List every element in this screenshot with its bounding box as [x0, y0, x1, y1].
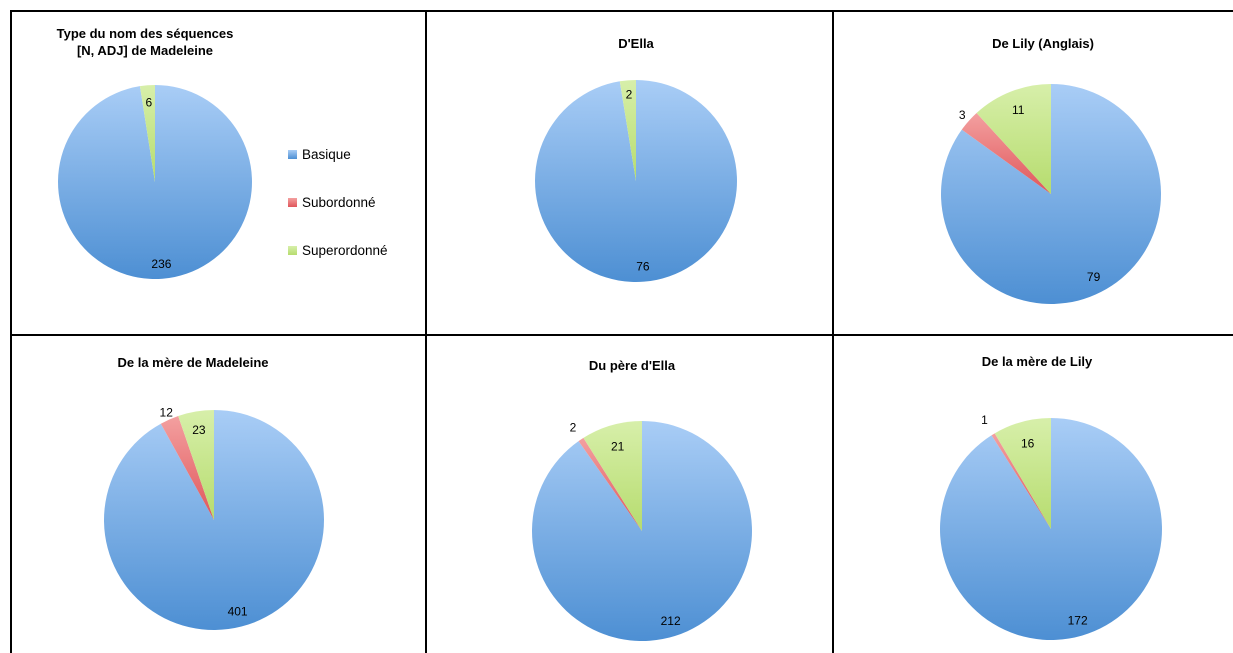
pie-slice-subordonne — [961, 113, 1051, 194]
chart-title: Type du nom des séquences [N, ADJ] de Mad… — [57, 26, 234, 58]
pie-chart-lily: De Lily (Anglais) 79 3 11 — [941, 36, 1161, 304]
chart-cell-lily: De Lily (Anglais) 79 3 11 — [832, 10, 1233, 334]
chart-title: Du père d'Ella — [589, 358, 676, 373]
data-label-subordonne: 3 — [959, 108, 966, 122]
data-label-superordonne: 23 — [192, 423, 206, 437]
legend-swatch-basique — [288, 150, 297, 159]
data-label-superordonne: 2 — [626, 87, 633, 101]
data-label-subordonne: 2 — [570, 421, 577, 435]
pie-slice-superordonne — [139, 85, 155, 182]
pie-slice-subordonne — [578, 437, 642, 531]
legend-label-subordonne: Subordonné — [302, 195, 376, 210]
data-label-superordonne: 21 — [611, 439, 625, 453]
chart-title: De la mère de Lily — [982, 354, 1093, 369]
pie-slice-superordonne — [619, 80, 636, 181]
chart-title: D'Ella — [618, 36, 654, 51]
data-label-subordonne: 1 — [981, 413, 988, 427]
data-label-basique: 212 — [661, 614, 681, 628]
data-label-basique: 76 — [636, 260, 650, 274]
data-label-basique: 79 — [1087, 270, 1101, 284]
legend-swatch-superordonne — [288, 246, 297, 255]
data-label-basique: 401 — [228, 605, 248, 619]
pie-slice-subordonne — [991, 433, 1051, 529]
legend-swatch-subordonne — [288, 198, 297, 207]
pie-slice-superordonne — [583, 421, 642, 531]
data-label-basique: 236 — [151, 257, 171, 271]
pie-slice-superordonne — [976, 84, 1051, 194]
chart-cell-ella: D'Ella 76 2 — [425, 10, 832, 334]
pie-chart-pere-ella: Du père d'Ella 212 2 21 — [532, 358, 752, 641]
chart-grid: Type du nom des séquences [N, ADJ] de Mad… — [10, 10, 1233, 653]
chart-cell-pere-ella: Du père d'Ella 212 2 21 — [425, 334, 832, 653]
legend-label-basique: Basique — [302, 147, 351, 162]
pie-slice-basique — [57, 85, 252, 279]
pie-slice-subordonne — [160, 415, 214, 520]
data-label-superordonne: 11 — [1012, 103, 1025, 117]
legend-label-superordonne: Superordonné — [302, 243, 388, 258]
pie-chart-mere-madeleine: De la mère de Madeleine 401 12 23 — [104, 355, 324, 630]
data-label-basique: 172 — [1068, 614, 1088, 628]
grid-divider-2 — [832, 10, 834, 653]
chart-title: De Lily (Anglais) — [992, 36, 1094, 51]
chart-cell-mere-lily: De la mère de Lily 172 1 16 — [832, 334, 1233, 653]
data-label-subordonne: 12 — [160, 405, 174, 419]
pie-slice-superordonne — [994, 418, 1051, 529]
grid-left-border — [10, 10, 12, 653]
grid-divider-1 — [425, 10, 427, 653]
grid-top-border — [10, 10, 1233, 12]
pie-slice-superordonne — [178, 410, 214, 520]
pie-chart-madeleine: Type du nom des séquences [N, ADJ] de Mad… — [57, 26, 388, 279]
pie-chart-ella: D'Ella 76 2 — [535, 36, 737, 282]
grid-middle-border — [10, 334, 1233, 336]
data-label-superordonne: 6 — [145, 96, 152, 110]
chart-cell-madeleine: Type du nom des séquences [N, ADJ] de Mad… — [10, 10, 425, 334]
chart-title: De la mère de Madeleine — [117, 355, 268, 370]
data-label-superordonne: 16 — [1021, 436, 1035, 450]
pie-chart-mere-lily: De la mère de Lily 172 1 16 — [940, 354, 1162, 640]
chart-cell-mere-madeleine: De la mère de Madeleine 401 12 23 — [10, 334, 425, 653]
